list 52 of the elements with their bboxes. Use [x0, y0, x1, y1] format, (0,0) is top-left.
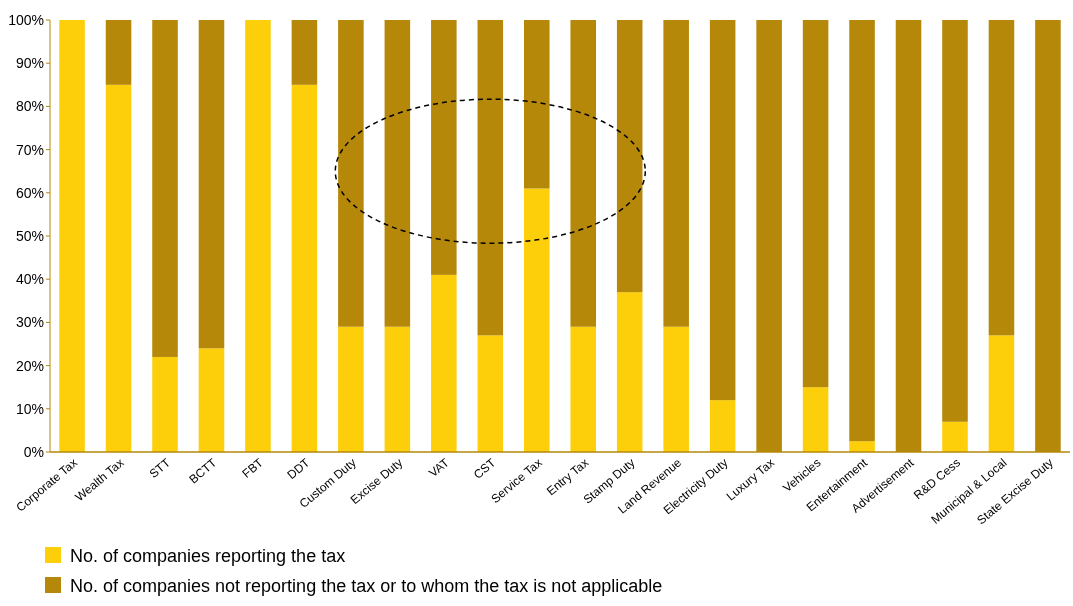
bar: [523, 188, 550, 452]
bar: [384, 326, 411, 452]
y-tick-label: 0%: [23, 443, 44, 460]
y-tick-label: 50%: [15, 227, 44, 244]
bar: [384, 20, 411, 327]
bar: [663, 20, 689, 327]
y-tick-label: 90%: [15, 55, 44, 72]
bar: [477, 335, 504, 452]
bar: [431, 274, 457, 452]
bar: [245, 20, 271, 452]
legend-label: No. of companies reporting the tax: [70, 546, 346, 567]
bar: [570, 326, 597, 452]
y-tick-label: 80%: [15, 98, 44, 115]
bar: [198, 348, 225, 452]
bar: [59, 20, 85, 452]
x-tick-label: VAT: [426, 455, 453, 481]
bar: [570, 20, 597, 327]
bar: [942, 20, 968, 422]
bar: [105, 84, 132, 452]
y-tick-label: 40%: [15, 271, 44, 288]
bar: [849, 441, 875, 452]
bar: [338, 326, 364, 452]
legend-label: No. of companies not reporting the tax or to whom the tax is not applicable: [70, 576, 663, 597]
x-tick-label: STT: [146, 455, 174, 481]
y-tick-label: 20%: [15, 357, 44, 374]
bar: [709, 400, 736, 452]
bar: [523, 20, 550, 189]
bar: [988, 335, 1015, 452]
y-tick-label: 10%: [15, 400, 44, 417]
bar: [291, 20, 318, 85]
y-tick-label: 100%: [8, 11, 44, 28]
bar: [431, 20, 457, 275]
y-tick-label: 60%: [15, 184, 44, 201]
y-tick-label: 30%: [15, 314, 44, 331]
bar: [663, 326, 689, 452]
x-tick-label: FBT: [239, 455, 267, 481]
bar: [616, 292, 643, 452]
bar: [709, 20, 736, 401]
bar: [802, 387, 829, 452]
bar: [152, 356, 178, 452]
bar: [616, 20, 643, 293]
bar: [105, 20, 132, 85]
y-tick-label: 70%: [15, 141, 44, 158]
bar: [338, 20, 364, 327]
bar: [942, 421, 968, 452]
bar: [198, 20, 225, 349]
bar: [291, 84, 318, 452]
bar: [802, 20, 829, 388]
bar: [849, 20, 875, 442]
bar: [152, 20, 178, 357]
bar: [477, 20, 504, 336]
bar: [988, 20, 1015, 336]
